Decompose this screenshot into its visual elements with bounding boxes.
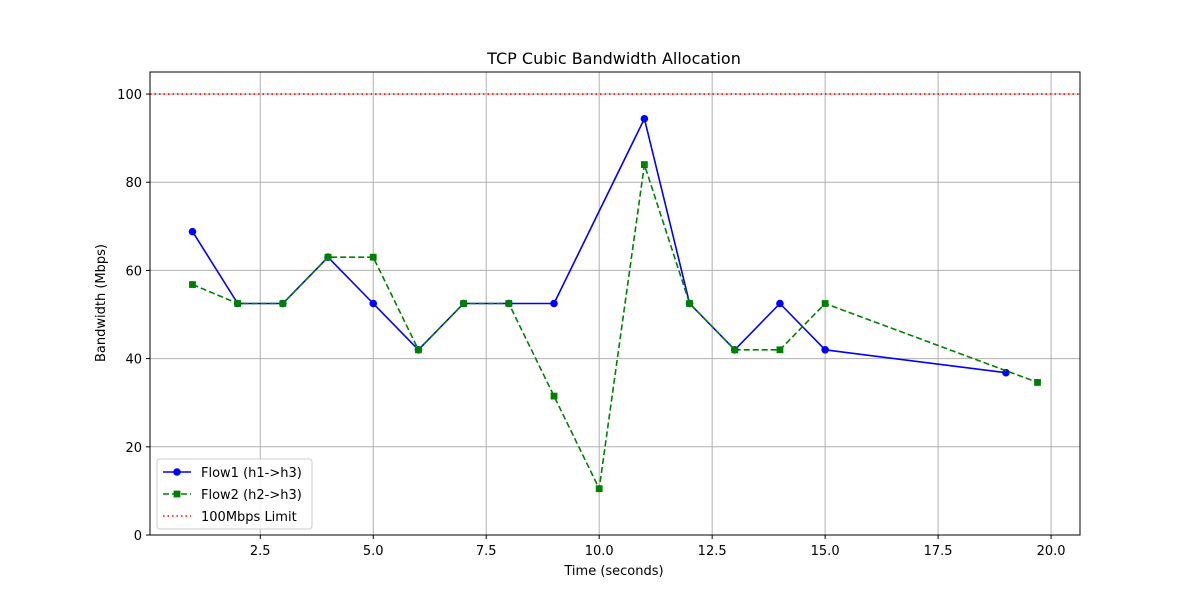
data-point-flow2	[189, 281, 196, 288]
data-point-flow1	[188, 227, 197, 236]
legend-label: Flow2 (h2->h3)	[201, 488, 302, 503]
plot-frame	[149, 71, 1081, 536]
y-tick-label: 100	[117, 88, 142, 103]
x-tick-label: 10.0	[585, 544, 614, 559]
legend-swatch-marker	[173, 468, 181, 476]
data-point-flow1	[776, 299, 784, 308]
y-tick-label: 0	[134, 529, 142, 544]
data-point-flow2	[731, 346, 739, 354]
data-point-flow1	[821, 346, 829, 354]
data-point-flow2	[324, 253, 332, 261]
data-point-flow2	[505, 300, 513, 307]
data-point-flow1	[640, 114, 649, 123]
legend-label: Flow1 (h1->h3)	[201, 466, 302, 481]
data-point-flow2	[279, 300, 287, 307]
legend-label: 100Mbps Limit	[201, 510, 297, 525]
chart-title: TCP Cubic Bandwidth Allocation	[486, 49, 741, 68]
x-tick-label: 2.5	[250, 544, 271, 559]
x-axis-ticks: 2.5 5.0 7.5 10.0 12.5 15.0 17.5 20.0	[250, 535, 1066, 559]
x-tick-label: 15.0	[811, 544, 840, 559]
x-tick-label: 12.5	[698, 544, 727, 559]
data-point-flow2	[369, 253, 377, 261]
legend-box	[156, 458, 313, 530]
y-axis-ticks: 0 20 40 60 80 100	[117, 88, 150, 544]
data-series	[188, 114, 1041, 493]
data-point-flow2	[776, 346, 784, 354]
data-point-flow2	[686, 300, 693, 307]
legend-swatch-marker	[173, 490, 181, 498]
series-line-flow2	[192, 163, 1038, 490]
x-axis-label: Time (seconds)	[563, 564, 663, 579]
data-point-flow1	[1002, 368, 1010, 377]
data-point-flow2	[550, 392, 558, 400]
data-point-flow2	[234, 300, 242, 307]
y-tick-label: 40	[125, 353, 142, 368]
data-point-flow2	[595, 485, 603, 493]
data-point-flow2	[460, 300, 468, 307]
data-point-flow1	[550, 299, 558, 308]
data-point-flow2	[1034, 379, 1041, 386]
x-tick-label: 20.0	[1037, 544, 1066, 559]
data-point-flow2	[640, 161, 648, 168]
y-tick-label: 80	[125, 176, 142, 191]
data-point-flow2	[821, 300, 829, 307]
y-tick-label: 60	[125, 264, 142, 279]
y-tick-label: 20	[125, 441, 142, 456]
x-tick-label: 7.5	[476, 544, 497, 559]
x-tick-label: 17.5	[924, 544, 953, 559]
y-axis-label: Bandwidth (Mbps)	[94, 244, 109, 362]
legend: Flow1 (h1->h3) Flow2 (h2->h3) 100Mbps Limi…	[156, 458, 313, 530]
data-point-flow2	[415, 346, 422, 354]
x-tick-label: 5.0	[363, 544, 384, 559]
data-point-flow1	[369, 299, 378, 308]
